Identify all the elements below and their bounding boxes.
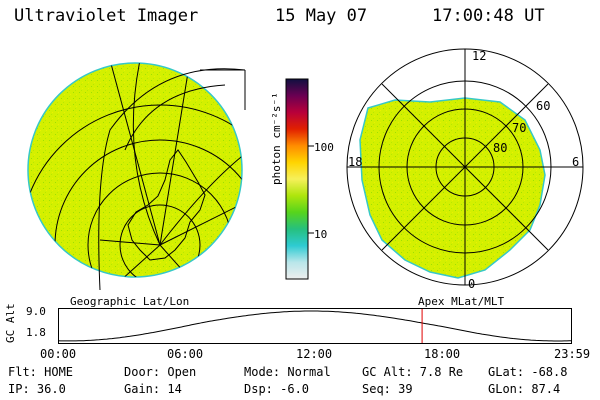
- status-door: Door: Open: [124, 365, 197, 379]
- auroral-oval: [359, 97, 546, 279]
- polar-grid: [346, 48, 584, 286]
- colorbar: [285, 78, 314, 280]
- orbit-xtick-1200: 12:00: [296, 347, 333, 361]
- status-ip: IP: 36.0: [8, 382, 66, 396]
- status-gc-alt: GC Alt: 7.8 Re: [362, 365, 464, 379]
- colorbar-tick-100: 100: [314, 141, 334, 154]
- colorbar-unit-label: photon cm⁻²s⁻¹: [270, 92, 283, 185]
- time-label: 17:00:48 UT: [432, 6, 545, 26]
- instrument-title: Ultraviolet Imager: [14, 6, 199, 26]
- polar-plot: 12 18 6 0 60 70 80: [346, 48, 584, 290]
- orbit-plot: [58, 308, 572, 344]
- status-mode: Mode: Normal: [244, 365, 331, 379]
- status-glat: GLat: -68.8: [488, 365, 568, 379]
- mlat-60: 60: [536, 99, 550, 113]
- date-label: 15 May 07: [275, 6, 368, 26]
- earth-disk: [27, 62, 243, 278]
- orbit-xtick-1800: 18:00: [424, 347, 461, 361]
- mlt-6: 6: [572, 155, 579, 169]
- orbit-ytick-bottom: 1.8: [26, 326, 46, 339]
- coastline: [127, 149, 206, 261]
- geographic-image: [27, 62, 246, 290]
- orbit-xtick-2359: 23:59: [554, 347, 591, 361]
- left-panel-label: Geographic Lat/Lon: [70, 295, 190, 308]
- mlat-80: 80: [493, 141, 507, 155]
- orbit-xtick-0600: 06:00: [167, 347, 204, 361]
- mlt-12: 12: [472, 49, 486, 63]
- orbit-ylabel: GC Alt: [4, 303, 17, 343]
- status-seq: Seq: 39: [362, 382, 413, 396]
- status-dsp: Dsp: -6.0: [244, 382, 310, 396]
- orbit-altitude-curve: [58, 310, 572, 342]
- mlt-18: 18: [348, 155, 362, 169]
- mlt-0: 0: [468, 277, 475, 290]
- status-flt: Flt: HOME: [8, 365, 74, 379]
- status-gain: Gain: 14: [124, 382, 182, 396]
- orbit-ytick-top: 9.0: [26, 305, 46, 318]
- right-panel-label: Apex MLat/MLT: [418, 295, 505, 308]
- orbit-xtick-0000: 00:00: [40, 347, 77, 361]
- colorbar-tick-10: 10: [314, 228, 328, 241]
- status-glon: GLon: 87.4: [488, 382, 561, 396]
- mlat-70: 70: [512, 121, 526, 135]
- terminator-arcs: [98, 68, 246, 290]
